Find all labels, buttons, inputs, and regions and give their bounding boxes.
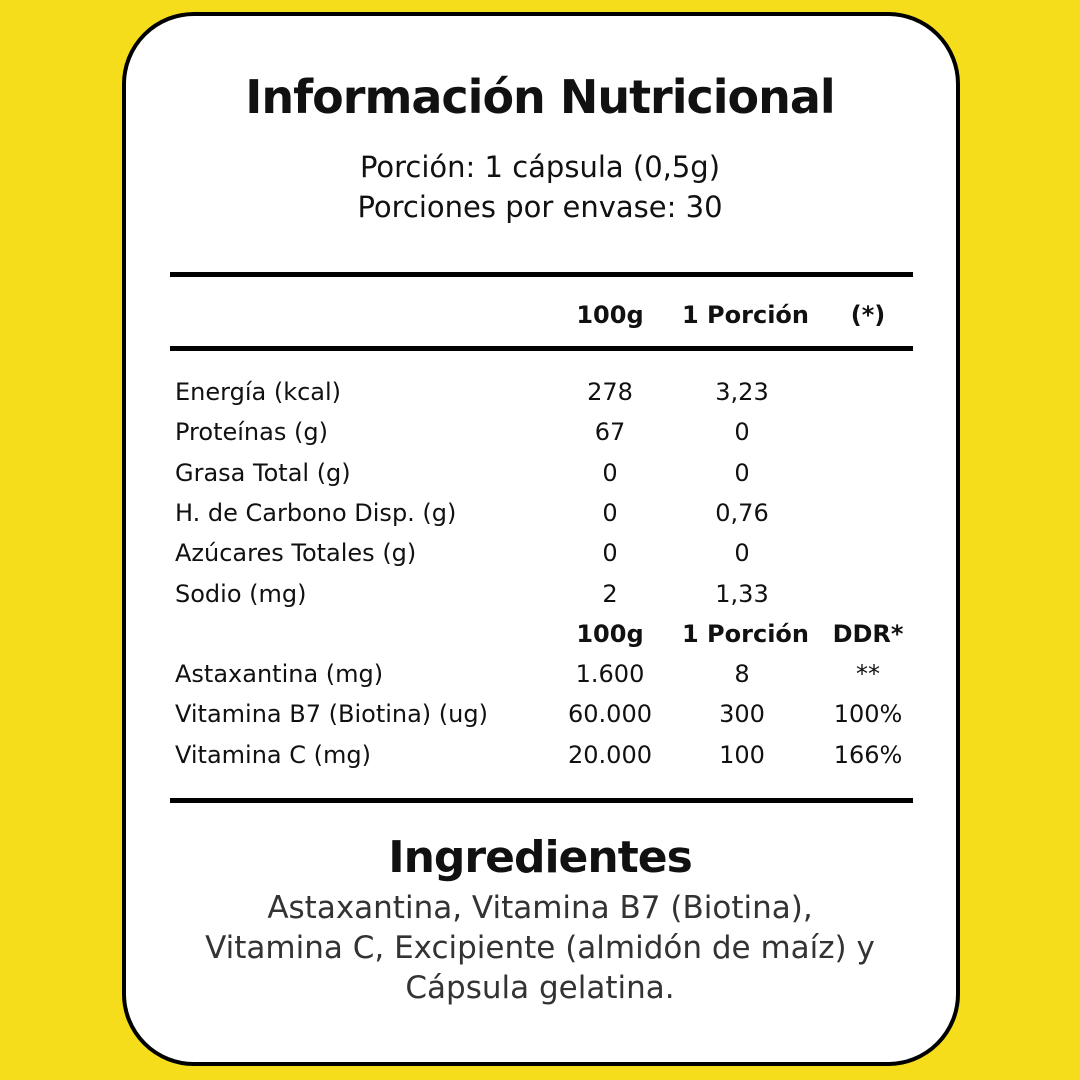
row-label: Astaxantina (mg) (175, 660, 384, 689)
table-row: Sodio (mg) 2 1,33 (0, 574, 1080, 614)
row-label: Sodio (mg) (175, 579, 307, 608)
row-value-c1: 60.000 (568, 700, 652, 729)
row-value-c1: 20.000 (568, 740, 652, 769)
table-row: Azúcares Totales (g) 0 0 (0, 533, 1080, 573)
table-row: H. de Carbono Disp. (g) 0 0,76 (0, 493, 1080, 533)
row-value-c3: DDR* (832, 619, 904, 648)
servings-per-container: Porciones por envase: 30 (357, 190, 723, 224)
table-row: Vitamina C (mg) 20.000 100 166% (0, 735, 1080, 775)
header-100g: 100g (576, 301, 644, 329)
row-value-c2: 100 (719, 740, 765, 769)
row-value-c1: 278 (587, 378, 633, 406)
row-value-c2: 0 (734, 458, 750, 487)
row-value-c3: 100% (833, 700, 903, 729)
table-row: Astaxantina (mg) 1.600 8 ** (0, 654, 1080, 694)
nutrition-card (122, 12, 960, 1066)
row-value-c1: 0 (602, 458, 618, 487)
header-portion: 1 Porción (682, 301, 809, 329)
row-value-c2: 0 (734, 418, 750, 447)
row-value-c2: 8 (734, 660, 750, 689)
ingredients-text: Astaxantina, Vitamina B7 (Biotina), Vita… (205, 890, 875, 1006)
row-value-c2: 0,76 (715, 498, 769, 527)
row-value-c2: 300 (719, 700, 765, 729)
divider-top (170, 272, 913, 277)
row-value-c1: 67 (594, 418, 626, 447)
row-value-c2: 3,23 (715, 378, 769, 406)
row-value-c1: 2 (602, 579, 618, 608)
row-value-c2: 1 Porción (682, 619, 809, 648)
row-label: Azúcares Totales (g) (175, 539, 417, 568)
row-value-c3: ** (856, 660, 880, 689)
ingredients-title: Ingredientes (388, 832, 693, 883)
table-row: Vitamina B7 (Biotina) (ug) 60.000 300 100% (0, 694, 1080, 734)
row-value-c2: 0 (734, 539, 750, 568)
divider-header (170, 346, 913, 351)
table-row: Energía (kcal) 278 3,23 (0, 372, 1080, 412)
table-header: 100g 1 Porción (*) (0, 295, 1080, 335)
row-label: Vitamina B7 (Biotina) (ug) (175, 700, 488, 729)
page-title: Información Nutricional (245, 70, 835, 124)
header-note: (*) (850, 301, 886, 329)
row-value-c2: 1,33 (715, 579, 769, 608)
row-value-c1: 1.600 (575, 660, 645, 689)
row-label: Proteínas (g) (175, 418, 328, 447)
row-value-c1: 0 (602, 539, 618, 568)
row-label: Grasa Total (g) (175, 458, 351, 487)
table-subheader: 100g 1 Porción DDR* (0, 614, 1080, 654)
serving-size: Porción: 1 cápsula (0,5g) (359, 150, 721, 184)
row-value-c1: 100g (576, 619, 644, 648)
row-label: Vitamina C (mg) (175, 740, 371, 769)
row-value-c3: 166% (833, 740, 903, 769)
row-value-c1: 0 (602, 498, 618, 527)
divider-bottom (170, 798, 913, 803)
row-label: Energía (kcal) (175, 378, 342, 406)
table-row: Grasa Total (g) 0 0 (0, 453, 1080, 493)
table-row: Proteínas (g) 67 0 (0, 412, 1080, 452)
row-label: H. de Carbono Disp. (g) (175, 498, 457, 527)
